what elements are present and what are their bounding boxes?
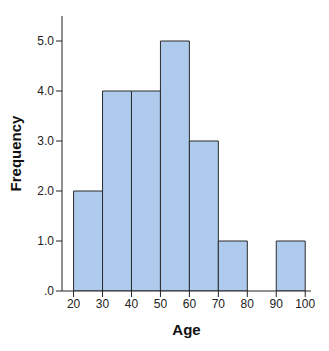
svg-text:3.0: 3.0 [37,134,54,148]
svg-text:1.0: 1.0 [37,234,54,248]
svg-text:80: 80 [241,297,255,311]
svg-text:70: 70 [212,297,226,311]
svg-text:Age: Age [172,321,200,338]
svg-text:4.0: 4.0 [37,84,54,98]
svg-text:40: 40 [125,297,139,311]
svg-text:100: 100 [295,297,315,311]
svg-text:20: 20 [67,297,81,311]
svg-text:5.0: 5.0 [37,34,54,48]
svg-text:2.0: 2.0 [37,184,54,198]
svg-text:90: 90 [270,297,284,311]
svg-text:50: 50 [154,297,168,311]
svg-text:.0: .0 [44,284,54,298]
svg-text:Frequency: Frequency [8,115,24,192]
svg-text:60: 60 [183,297,197,311]
svg-text:30: 30 [96,297,110,311]
